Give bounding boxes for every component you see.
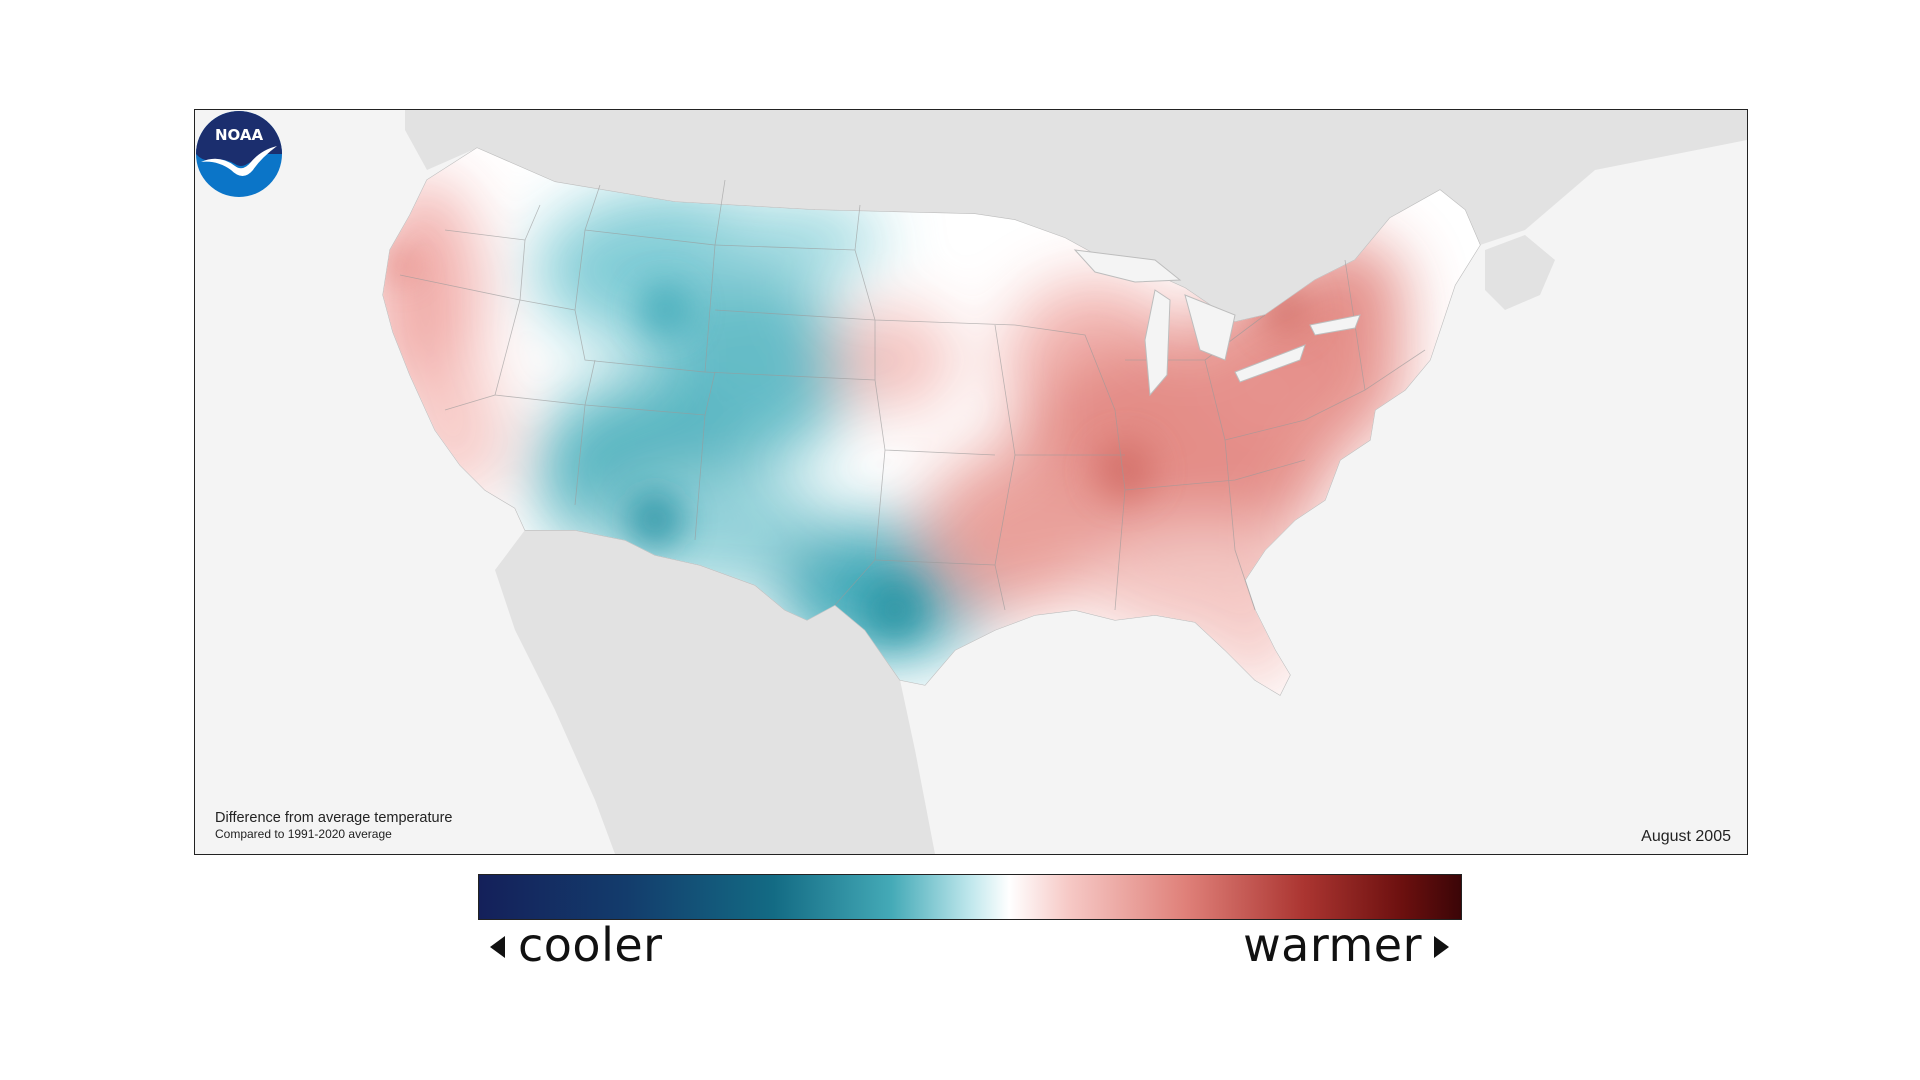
warmer-label: warmer — [1243, 918, 1422, 972]
map-caption: Difference from average temperature Comp… — [215, 809, 453, 842]
map-canvas — [382, 110, 1747, 854]
date-label: August 2005 — [1641, 828, 1731, 845]
state-boundaries — [399, 179, 1426, 611]
left-arrow-icon — [490, 936, 505, 958]
caption-subtitle: Compared to 1991-2020 average — [215, 827, 392, 841]
color-scale-bar — [478, 874, 1462, 920]
canada-maritimes — [1485, 235, 1555, 310]
canada-landmass — [405, 110, 1747, 322]
cooler-label: cooler — [518, 918, 663, 972]
svg-text:NOAA: NOAA — [215, 126, 264, 144]
caption-title: Difference from average temperature — [215, 810, 453, 826]
great-lakes — [1073, 249, 1361, 397]
noaa-logo: NOAA — [196, 111, 282, 197]
right-arrow-icon — [1434, 936, 1449, 958]
anomaly-map: Difference from average temperature Comp… — [194, 109, 1748, 855]
